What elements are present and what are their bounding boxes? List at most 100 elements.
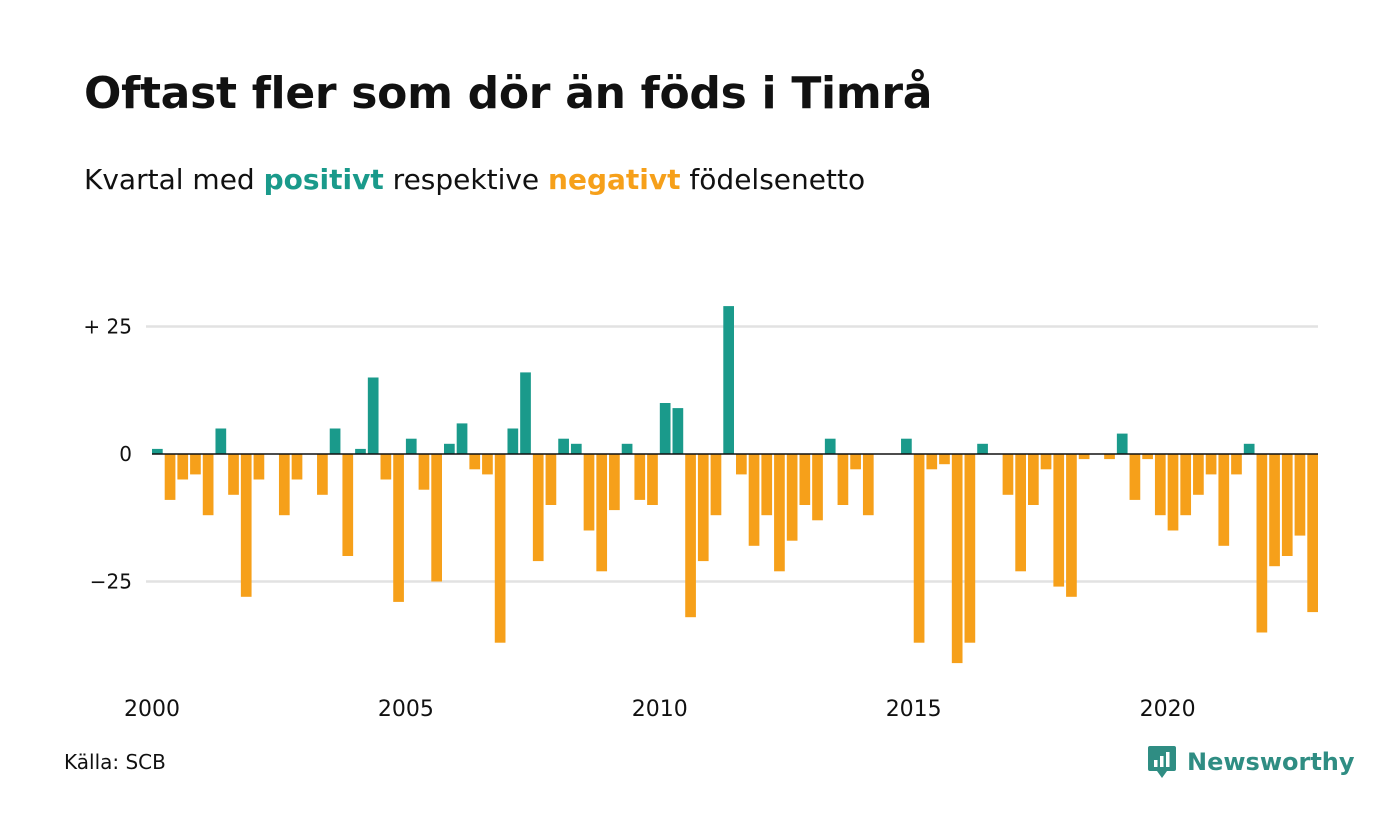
bar-negative bbox=[164, 454, 176, 500]
bar-negative bbox=[1040, 454, 1052, 470]
bar-positive bbox=[824, 438, 836, 454]
brand-name: Newsworthy bbox=[1187, 748, 1355, 776]
bar-negative bbox=[1193, 454, 1204, 495]
bar-negative bbox=[1307, 454, 1318, 613]
bar-negative bbox=[228, 454, 239, 495]
bar-negative bbox=[634, 454, 646, 500]
bar-positive bbox=[367, 377, 379, 454]
bar-negative bbox=[469, 454, 481, 470]
bar-positive bbox=[329, 428, 341, 454]
bar-negative bbox=[418, 454, 430, 490]
bar-negative bbox=[1002, 454, 1014, 495]
bar-negative bbox=[240, 454, 252, 597]
bar-negative bbox=[1078, 454, 1090, 460]
bar-negative bbox=[545, 454, 557, 505]
bar-negative bbox=[291, 454, 303, 480]
bar-negative bbox=[1281, 454, 1293, 556]
bar-negative bbox=[748, 454, 760, 546]
bar-negative bbox=[736, 454, 747, 475]
subtitle-positive-label: positivt bbox=[263, 163, 384, 196]
bar-positive bbox=[570, 443, 582, 454]
bar-negative bbox=[939, 454, 950, 465]
bar-positive bbox=[1243, 443, 1255, 454]
chart-title: Oftast fler som dör än föds i Timrå bbox=[84, 68, 933, 119]
bar-negative bbox=[1231, 454, 1242, 475]
x-tick-label: 2020 bbox=[1140, 697, 1196, 722]
chart-subtitle: Kvartal med positivt respektive negativt… bbox=[84, 163, 865, 196]
source-note: Källa: SCB bbox=[64, 750, 166, 774]
bar-negative bbox=[913, 454, 925, 643]
bar-negative bbox=[1104, 454, 1115, 460]
bar-negative bbox=[1167, 454, 1179, 531]
bar-positive bbox=[507, 428, 519, 454]
bar-positive bbox=[152, 448, 163, 454]
bar-negative bbox=[685, 454, 696, 618]
bar-negative bbox=[583, 454, 595, 531]
bar-negative bbox=[1180, 454, 1192, 516]
bar-negative bbox=[317, 454, 328, 495]
bar-negative bbox=[964, 454, 976, 643]
bar-negative bbox=[926, 454, 938, 470]
x-tick-label: 2000 bbox=[124, 697, 180, 722]
x-tick-label: 2010 bbox=[632, 697, 688, 722]
bar-negative bbox=[482, 454, 493, 475]
bar-negative bbox=[1066, 454, 1077, 597]
bar-negative bbox=[278, 454, 290, 516]
x-tick-label: 2015 bbox=[886, 697, 942, 722]
bar-positive bbox=[405, 438, 417, 454]
x-axis-labels: 2000 2005 2010 2015 2020 bbox=[124, 697, 1196, 722]
bar-negative bbox=[1154, 454, 1166, 516]
bar-negative bbox=[380, 454, 392, 480]
bar-positive bbox=[672, 408, 684, 454]
bar-negative bbox=[799, 454, 811, 505]
bar-negative bbox=[647, 454, 658, 505]
bar-negative bbox=[177, 454, 189, 480]
bar-positive bbox=[621, 443, 633, 454]
bar-positive bbox=[355, 448, 366, 454]
brand-logo: Newsworthy bbox=[1147, 742, 1355, 782]
y-tick-label: −25 bbox=[90, 570, 132, 594]
bar-negative bbox=[1218, 454, 1230, 546]
bar-negative bbox=[862, 454, 874, 516]
bar-negative bbox=[342, 454, 354, 556]
bar-negative bbox=[494, 454, 506, 643]
bar-negative bbox=[1028, 454, 1039, 505]
bar-negative bbox=[1053, 454, 1065, 587]
bar-negative bbox=[1015, 454, 1026, 572]
bar-positive bbox=[723, 306, 734, 454]
subtitle-text-end: födelsenetto bbox=[680, 163, 866, 196]
bar-negative bbox=[190, 454, 201, 475]
bar-negative bbox=[253, 454, 265, 480]
bar-positive bbox=[977, 443, 988, 454]
bar-negative bbox=[774, 454, 785, 572]
bar-negative bbox=[761, 454, 773, 516]
bars bbox=[152, 306, 1318, 664]
bar-positive bbox=[456, 423, 468, 454]
bar-positive bbox=[1116, 433, 1128, 454]
bar-positive bbox=[901, 438, 912, 454]
bar-negative bbox=[850, 454, 861, 470]
y-tick-label: 0 bbox=[119, 442, 132, 466]
y-tick-label: + 25 bbox=[83, 315, 132, 339]
bar-negative bbox=[596, 454, 608, 572]
bar-negative bbox=[1269, 454, 1280, 567]
y-axis-labels: + 25 0 −25 bbox=[83, 315, 132, 594]
bar-negative bbox=[1205, 454, 1217, 475]
bar-negative bbox=[1142, 454, 1153, 460]
bar-negative bbox=[1294, 454, 1306, 536]
bar-negative bbox=[1129, 454, 1141, 500]
bar-negative bbox=[837, 454, 849, 505]
x-tick-label: 2005 bbox=[378, 697, 434, 722]
bar-negative bbox=[951, 454, 963, 664]
subtitle-text-start: Kvartal med bbox=[84, 163, 264, 196]
bar-negative bbox=[393, 454, 404, 602]
bar-negative bbox=[812, 454, 823, 521]
bar-positive bbox=[520, 372, 531, 454]
bar-negative bbox=[786, 454, 798, 541]
bar-negative bbox=[1256, 454, 1268, 633]
bar-positive bbox=[215, 428, 227, 454]
subtitle-text-middle: respektive bbox=[383, 163, 549, 196]
bar-negative bbox=[697, 454, 709, 562]
newsworthy-logo-icon bbox=[1148, 746, 1176, 778]
bar-negative bbox=[710, 454, 722, 516]
